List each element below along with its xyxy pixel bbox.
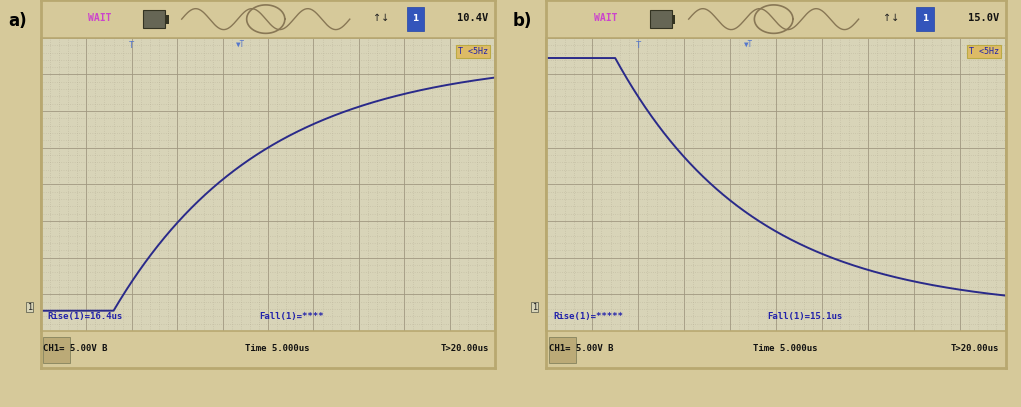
Bar: [548, 337, 576, 363]
Bar: [649, 10, 672, 28]
Text: T <5Hz: T <5Hz: [969, 47, 999, 56]
Text: ▼T: ▼T: [236, 40, 245, 49]
Text: Fall(1)=15.1us: Fall(1)=15.1us: [767, 313, 842, 322]
Bar: [164, 15, 168, 24]
Bar: [406, 7, 424, 31]
Text: T>20.00us: T>20.00us: [951, 344, 999, 353]
Text: ↑↓: ↑↓: [374, 13, 390, 23]
Text: 1: 1: [922, 14, 928, 23]
Text: Rise(1)=*****: Rise(1)=*****: [553, 313, 623, 322]
Text: T: T: [635, 41, 641, 50]
Text: Time 5.000us: Time 5.000us: [752, 344, 818, 353]
Text: CH1= 5.00V B: CH1= 5.00V B: [548, 344, 613, 353]
Bar: [916, 7, 933, 31]
Text: 1: 1: [27, 302, 32, 312]
Bar: [143, 10, 164, 28]
Text: ↑↓: ↑↓: [883, 13, 898, 23]
Text: CH1= 5.00V B: CH1= 5.00V B: [43, 344, 107, 353]
Text: Rise(1)=16.4us: Rise(1)=16.4us: [48, 313, 123, 322]
Text: 15.0V: 15.0V: [968, 13, 999, 23]
Text: 10.4V: 10.4V: [457, 13, 488, 23]
Text: WAIT: WAIT: [594, 13, 618, 23]
Text: a): a): [8, 12, 27, 30]
Text: b): b): [513, 12, 532, 30]
Bar: [43, 337, 70, 363]
Text: T <5Hz: T <5Hz: [458, 47, 488, 56]
Text: 1: 1: [532, 302, 537, 312]
Text: T: T: [129, 41, 135, 50]
Text: Fall(1)=****: Fall(1)=****: [259, 313, 324, 322]
Text: Time 5.000us: Time 5.000us: [245, 344, 309, 353]
Text: T>20.00us: T>20.00us: [441, 344, 489, 353]
Text: ▼T: ▼T: [743, 40, 753, 49]
Text: 1: 1: [412, 14, 419, 23]
Text: WAIT: WAIT: [88, 13, 111, 23]
Bar: [672, 15, 675, 24]
